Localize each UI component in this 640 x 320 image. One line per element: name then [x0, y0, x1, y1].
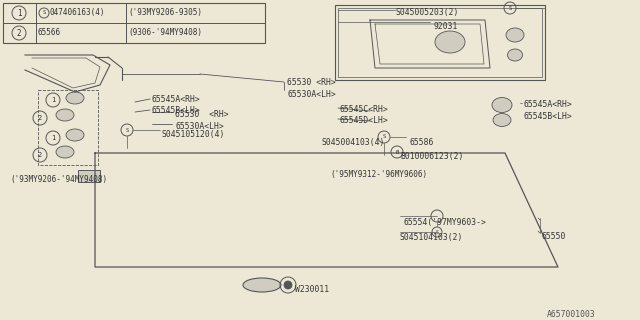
Bar: [335, 5, 545, 80]
Ellipse shape: [508, 49, 522, 61]
Bar: [3, 3, 265, 43]
Text: 65530A<LH>: 65530A<LH>: [287, 90, 336, 99]
Text: 65545B<LH>: 65545B<LH>: [523, 112, 572, 121]
Text: B: B: [396, 149, 399, 155]
Text: 65530  <RH>: 65530 <RH>: [175, 110, 228, 119]
Text: 1: 1: [51, 97, 55, 103]
Text: S045004103(4): S045004103(4): [322, 138, 385, 147]
Text: S: S: [382, 134, 386, 140]
Text: S: S: [125, 127, 129, 132]
Text: ('93MY9206-'94MY9408): ('93MY9206-'94MY9408): [10, 175, 107, 184]
Text: 65530 <RH>: 65530 <RH>: [287, 78, 336, 87]
Ellipse shape: [493, 114, 511, 126]
Ellipse shape: [66, 129, 84, 141]
Text: 65550: 65550: [541, 232, 565, 241]
Text: 65554('97MY9603->: 65554('97MY9603->: [403, 218, 486, 227]
Text: W230011: W230011: [295, 285, 329, 294]
Ellipse shape: [243, 278, 281, 292]
Text: 2: 2: [38, 115, 42, 121]
Text: (9306-'94MY9408): (9306-'94MY9408): [128, 28, 202, 37]
Text: 65545A<RH>: 65545A<RH>: [523, 100, 572, 109]
Ellipse shape: [506, 28, 524, 42]
Ellipse shape: [56, 109, 74, 121]
Text: B010006123(2): B010006123(2): [400, 152, 463, 161]
Text: ('95MY9312-'96MY9606): ('95MY9312-'96MY9606): [330, 170, 427, 179]
Text: S045005203(2): S045005203(2): [395, 8, 458, 17]
Ellipse shape: [435, 31, 465, 53]
Circle shape: [284, 281, 292, 289]
Bar: [78, 170, 100, 182]
Text: S: S: [508, 5, 511, 11]
Ellipse shape: [56, 146, 74, 158]
Bar: [338, 8, 542, 77]
Text: 65545B<LH>: 65545B<LH>: [152, 106, 201, 115]
Ellipse shape: [66, 92, 84, 104]
Bar: [38, 90, 98, 165]
Text: 65545A<RH>: 65545A<RH>: [152, 95, 201, 104]
Text: S045104103(2): S045104103(2): [400, 233, 463, 242]
Text: 65586: 65586: [410, 138, 435, 147]
Text: 65545D<LH>: 65545D<LH>: [340, 116, 388, 125]
Text: 1: 1: [51, 135, 55, 141]
Text: S: S: [436, 229, 438, 235]
Text: 65566: 65566: [38, 28, 61, 37]
Text: ('93MY9206-9305): ('93MY9206-9305): [128, 8, 202, 17]
Text: A657001003: A657001003: [547, 310, 596, 319]
Text: 047406163(4): 047406163(4): [50, 8, 106, 17]
Text: 2: 2: [17, 28, 21, 37]
Ellipse shape: [492, 98, 512, 113]
Text: 2: 2: [38, 152, 42, 158]
Text: 65530A<LH>: 65530A<LH>: [175, 122, 224, 131]
Text: S: S: [42, 11, 45, 15]
Text: S045105120(4): S045105120(4): [161, 130, 225, 139]
Text: 1: 1: [17, 9, 21, 18]
Text: 65545C<RH>: 65545C<RH>: [340, 105, 388, 114]
Text: 92031: 92031: [433, 22, 458, 31]
